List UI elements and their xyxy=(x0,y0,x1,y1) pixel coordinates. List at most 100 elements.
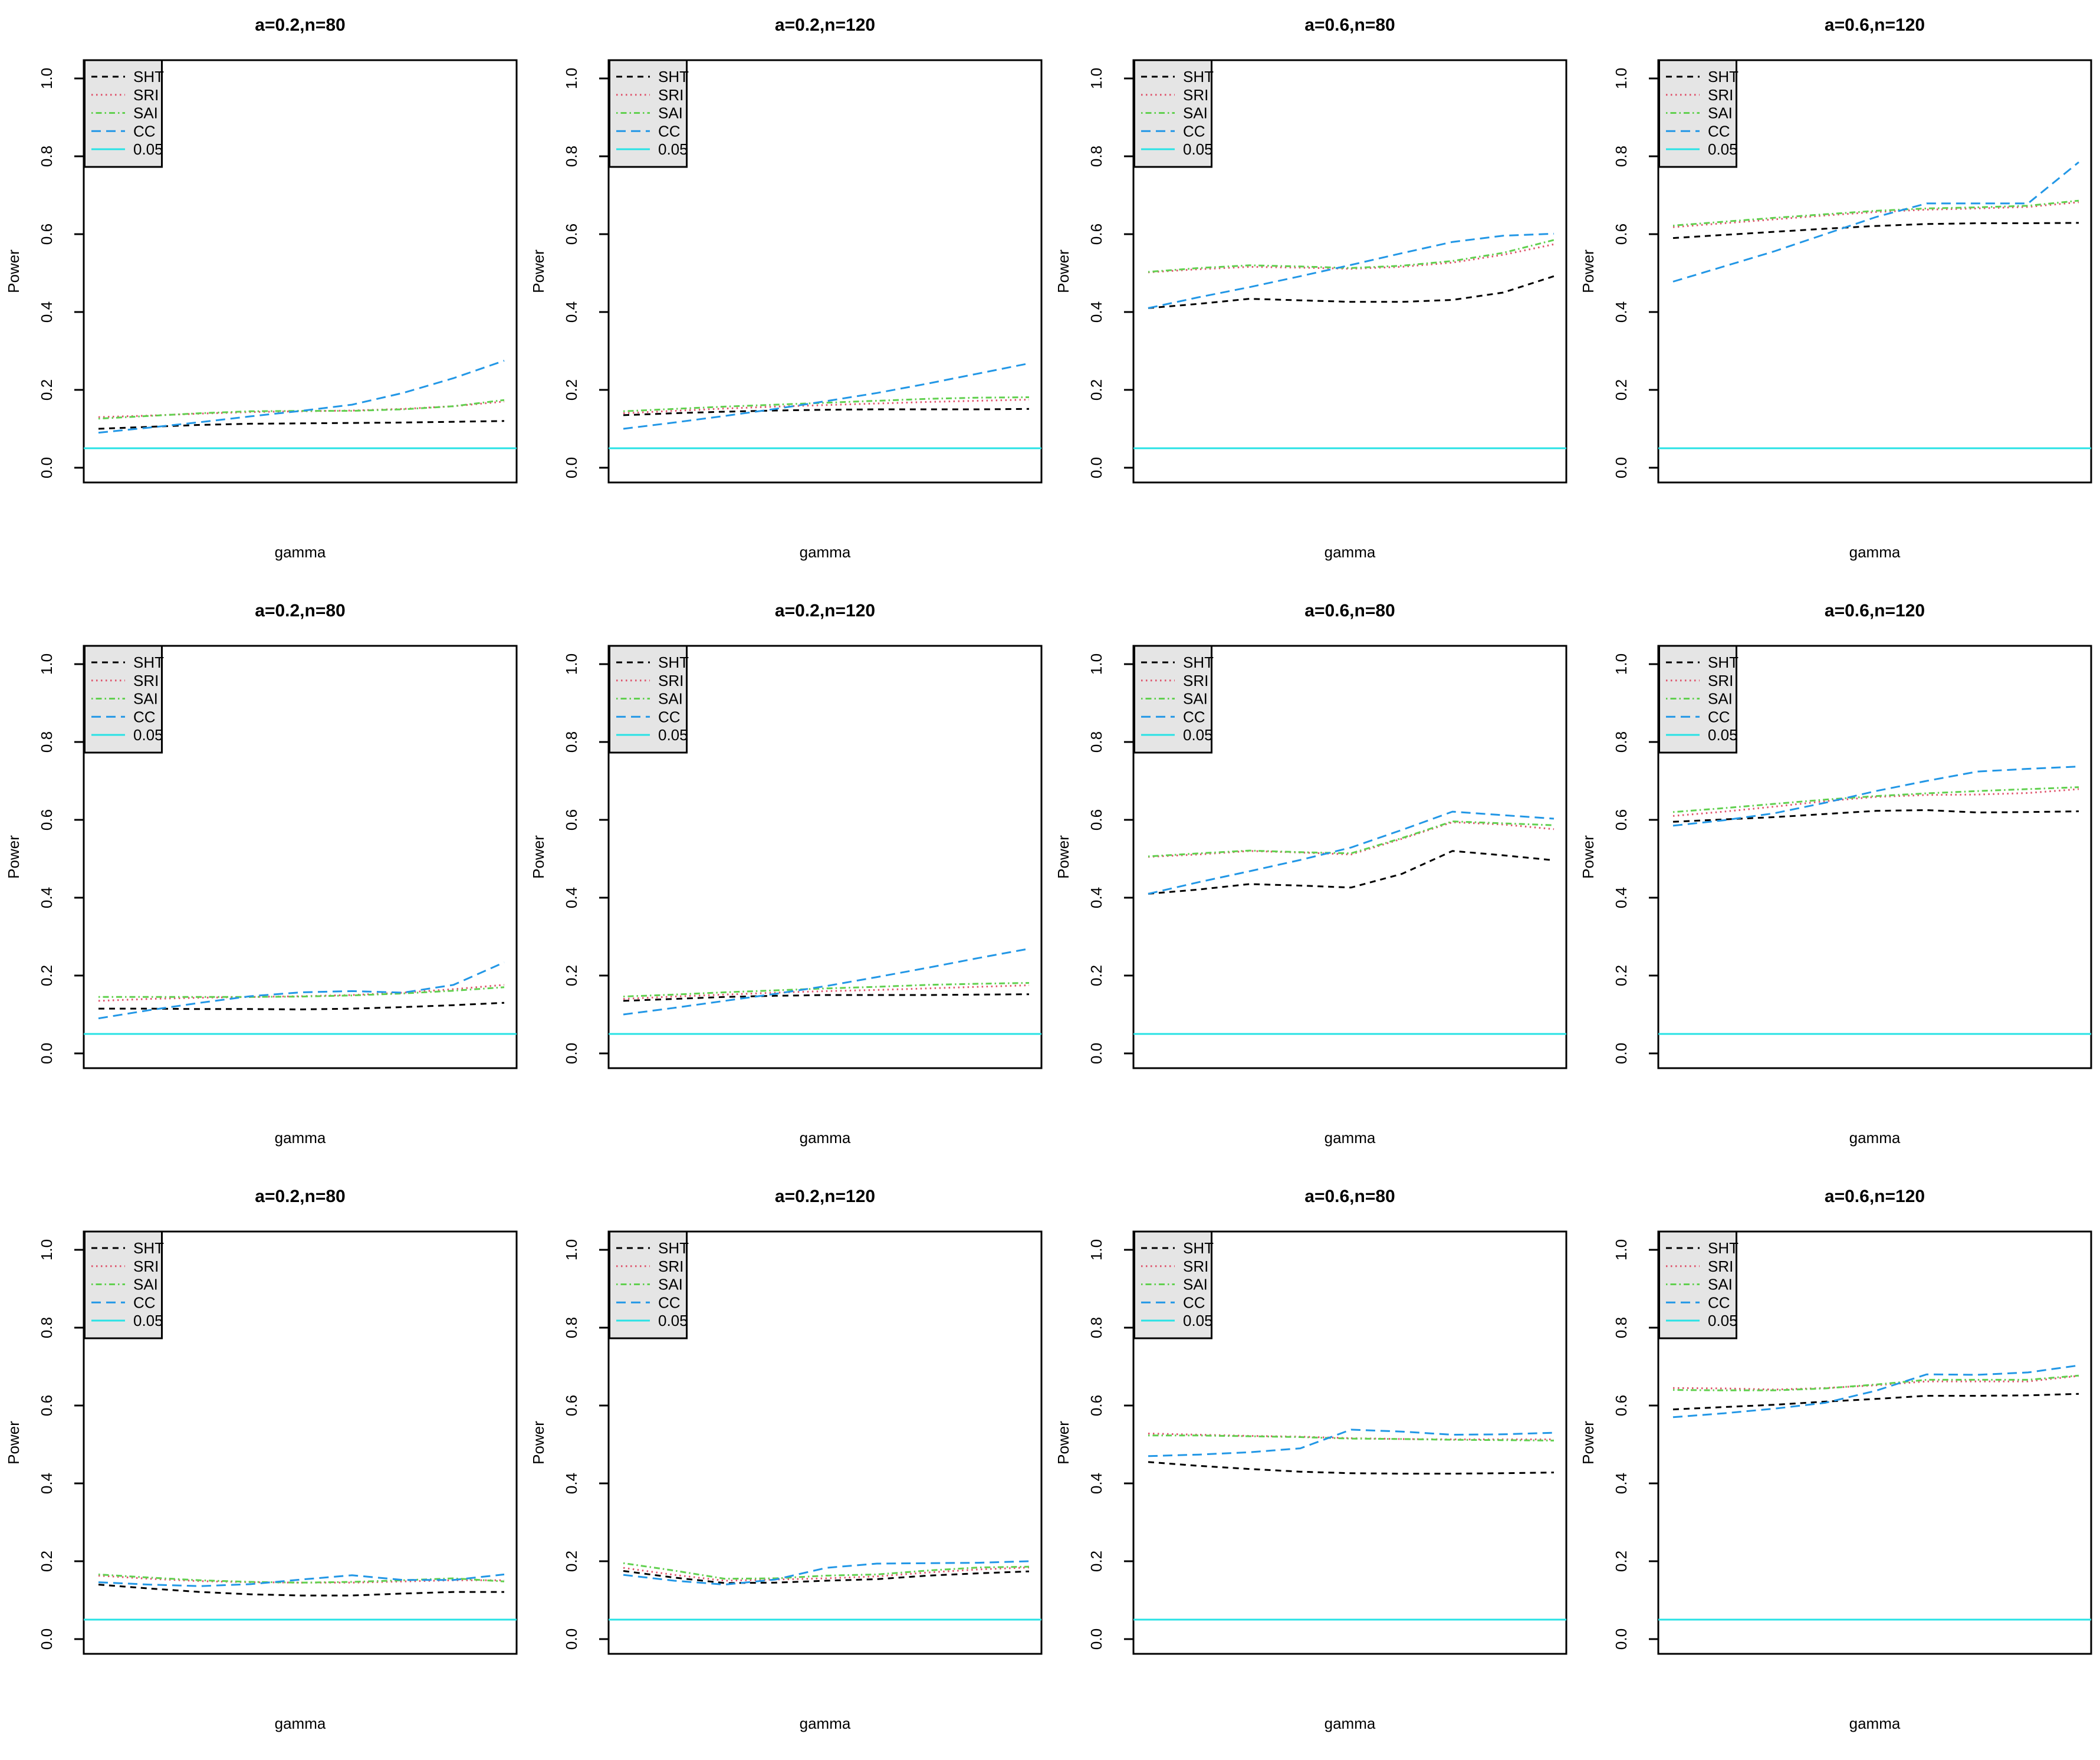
x-axis-label: gamma xyxy=(275,1129,326,1147)
legend-item-label-SAI: SAI xyxy=(1183,690,1208,708)
panel-title: a=0.6,n=120 xyxy=(1825,15,1925,35)
series-line-SHT xyxy=(1148,275,1555,309)
y-tick-label: 0.6 xyxy=(38,224,55,245)
plot-box xyxy=(1132,59,1567,484)
legend-item-label-SHT: SHT xyxy=(133,654,164,671)
y-tick-label: 0.2 xyxy=(1087,1551,1105,1572)
y-tick-label: 1.0 xyxy=(38,654,55,675)
legend-item-label-SRI: SRI xyxy=(1708,1257,1733,1275)
y-axis-label: Power xyxy=(530,1421,547,1465)
y-tick-label: 1.0 xyxy=(563,1239,580,1260)
legend-item-label-SHT: SHT xyxy=(133,68,164,86)
plot-box xyxy=(607,1230,1043,1655)
plot-panel-8: a=0.6,n=120 0.0 0.2 0.4 0.6 0.8 1.0 Power gamma S… xyxy=(1575,586,2099,1171)
plot-svg: a=0.6,n=120 0.0 0.2 0.4 0.6 0.8 1.0 Power gamma S… xyxy=(1579,15,2092,561)
series-line-SHT xyxy=(1672,222,2079,239)
y-tick-label: 0.6 xyxy=(1087,809,1105,830)
y-tick-label: 0.0 xyxy=(38,1628,55,1650)
legend-item-label-CC: CC xyxy=(1183,122,1205,140)
series-line-SHT xyxy=(98,1584,504,1597)
legend-item-label-SHT: SHT xyxy=(658,654,689,671)
plot-svg: a=0.2,n=80 0.0 0.2 0.4 0.6 0.8 1.0 Power gamma SH… xyxy=(5,1187,518,1732)
series-line-SAI xyxy=(1672,786,2079,813)
x-axis-label: gamma xyxy=(1849,543,1901,561)
y-tick-label: 0.4 xyxy=(1612,1473,1630,1494)
series-line-SAI xyxy=(1148,1434,1555,1442)
legend-item-label-0.05: 0.05 xyxy=(133,726,163,744)
plot-svg: a=0.2,n=120 0.0 0.2 0.4 0.6 0.8 1.0 Power gamma S… xyxy=(530,601,1043,1147)
panel-title: a=0.6,n=80 xyxy=(1304,15,1395,35)
series-line-CC xyxy=(98,961,505,1020)
y-tick-label: 0.0 xyxy=(1612,1043,1630,1064)
legend-item-label-SAI: SAI xyxy=(658,104,683,122)
y-tick-label: 0.2 xyxy=(1612,1551,1630,1572)
legend-item-label-SHT: SHT xyxy=(1183,654,1214,671)
panel-title: a=0.2,n=120 xyxy=(775,1187,875,1206)
series-line-SRI xyxy=(1672,1375,2079,1391)
y-tick-label: 0.4 xyxy=(38,301,55,323)
series-line-CC xyxy=(623,948,1030,1016)
plot-box xyxy=(1657,645,2092,1069)
series-line-SAI xyxy=(1148,820,1555,858)
legend-item-label-0.05: 0.05 xyxy=(658,1312,688,1329)
y-tick-label: 0.2 xyxy=(563,1551,580,1572)
legend-item-label-SAI: SAI xyxy=(658,1276,683,1293)
series-line-SRI xyxy=(98,400,505,418)
plot-svg: a=0.6,n=80 0.0 0.2 0.4 0.6 0.8 1.0 Power gamma SH… xyxy=(1054,15,1567,561)
plot-panel-10: a=0.2,n=120 0.0 0.2 0.4 0.6 0.8 1.0 Power gamma S… xyxy=(525,1171,1050,1757)
y-tick-label: 0.2 xyxy=(38,379,55,400)
y-tick-label: 0.8 xyxy=(1087,1317,1105,1338)
plot-panel-5: a=0.2,n=80 0.0 0.2 0.4 0.6 0.8 1.0 Power gamma SH… xyxy=(0,586,525,1171)
y-tick-label: 0.0 xyxy=(38,1043,55,1064)
legend-item-label-SAI: SAI xyxy=(133,690,158,708)
plot-svg: a=0.6,n=120 0.0 0.2 0.4 0.6 0.8 1.0 Power gamma S… xyxy=(1579,601,2092,1147)
y-tick-label: 0.6 xyxy=(1087,1395,1105,1416)
series-line-SHT xyxy=(623,1570,1030,1584)
legend-item-label-CC: CC xyxy=(1708,708,1730,725)
y-tick-label: 0.8 xyxy=(563,731,580,753)
legend-item-label-0.05: 0.05 xyxy=(1708,1312,1738,1329)
legend-item-label-CC: CC xyxy=(133,122,156,140)
y-tick-label: 1.0 xyxy=(38,68,55,89)
plot-box xyxy=(1657,59,2092,484)
series-line-CC xyxy=(1148,1429,1555,1457)
y-tick-label: 0.4 xyxy=(1087,887,1105,908)
y-tick-label: 0.0 xyxy=(1087,1628,1105,1650)
y-tick-label: 0.6 xyxy=(563,1395,580,1416)
series-line-SRI xyxy=(623,1567,1030,1582)
legend-item-label-SRI: SRI xyxy=(1183,86,1208,104)
panel-title: a=0.6,n=120 xyxy=(1825,601,1925,620)
y-tick-label: 0.8 xyxy=(563,146,580,167)
y-tick-label: 0.6 xyxy=(38,809,55,830)
legend-item-label-SRI: SRI xyxy=(658,1257,683,1275)
y-tick-label: 1.0 xyxy=(1612,654,1630,675)
y-tick-label: 0.4 xyxy=(1612,301,1630,323)
legend-item-label-SRI: SRI xyxy=(133,86,159,104)
y-tick-label: 0.0 xyxy=(563,1628,580,1650)
series-line-CC xyxy=(98,360,505,434)
plot-panel-11: a=0.6,n=80 0.0 0.2 0.4 0.6 0.8 1.0 Power gamma SH… xyxy=(1050,1171,1575,1757)
series-line-SRI xyxy=(98,1574,504,1584)
series-line-SRI xyxy=(1672,788,2079,817)
legend-item-label-SHT: SHT xyxy=(1183,68,1214,86)
y-tick-label: 0.0 xyxy=(1612,1628,1630,1650)
series-line-SHT xyxy=(1148,850,1555,895)
plot-panel-4: a=0.6,n=120 0.0 0.2 0.4 0.6 0.8 1.0 Power gamma S… xyxy=(1575,0,2099,586)
y-tick-label: 0.6 xyxy=(1612,224,1630,245)
series-line-CC xyxy=(623,1560,1030,1586)
y-axis-label: Power xyxy=(5,249,22,293)
y-tick-label: 0.6 xyxy=(563,224,580,245)
x-axis-label: gamma xyxy=(800,1129,851,1147)
legend-item-label-SAI: SAI xyxy=(133,104,158,122)
legend-item-label-0.05: 0.05 xyxy=(658,726,688,744)
series-line-CC xyxy=(98,1573,505,1587)
series-line-CC xyxy=(1672,766,2079,827)
legend-item-label-SHT: SHT xyxy=(1708,1239,1739,1257)
y-tick-label: 0.6 xyxy=(1087,224,1105,245)
panel-title: a=0.6,n=120 xyxy=(1825,1187,1925,1206)
